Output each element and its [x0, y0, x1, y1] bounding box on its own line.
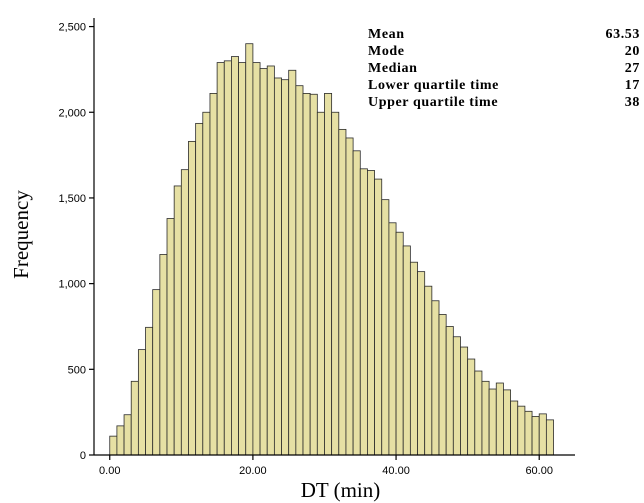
histogram-bar: [152, 289, 161, 456]
histogram-bar: [331, 111, 340, 456]
histogram-bar: [188, 140, 197, 456]
stat-value: 63.53: [606, 27, 641, 42]
histogram-bar: [202, 111, 211, 456]
y-tick-label: 0: [80, 450, 86, 462]
histogram-bar: [216, 62, 225, 456]
histogram-bars: [109, 43, 554, 456]
histogram-bar: [238, 62, 247, 456]
histogram-bar: [352, 150, 361, 456]
x-axis-title: DT (min): [301, 478, 381, 502]
histogram-bar: [288, 69, 297, 456]
stat-value: 38: [625, 95, 640, 110]
histogram-bar: [431, 300, 440, 456]
histogram-bar: [195, 122, 204, 456]
histogram-bar: [145, 326, 154, 456]
x-tick-label: 20.00: [239, 465, 267, 477]
x-tick-label: 0.00: [99, 465, 120, 477]
histogram-bar: [488, 388, 497, 456]
histogram-bar: [137, 349, 146, 456]
histogram-bar: [173, 185, 182, 456]
histogram-bar: [273, 77, 282, 456]
histogram-bar: [388, 222, 397, 456]
histogram-bar: [452, 336, 461, 456]
histogram-bar: [245, 43, 254, 456]
histogram-bar: [381, 199, 390, 456]
histogram-bar: [517, 405, 526, 456]
y-axis-title: Frequency: [9, 190, 33, 279]
histogram-bar: [538, 413, 547, 456]
y-tick-label: 1,500: [58, 193, 86, 205]
histogram-bar: [345, 137, 354, 456]
stat-value: 17: [625, 78, 640, 93]
histogram-bar: [460, 346, 469, 456]
histogram-bar: [309, 93, 318, 456]
histogram-bar: [445, 326, 454, 456]
histogram-bar: [281, 79, 290, 456]
x-tick-label: 40.00: [382, 465, 410, 477]
y-axis-ticks: 0 500 1,000 1,500 2,000 2,500: [58, 22, 94, 462]
stat-label: Median: [368, 61, 418, 76]
x-tick-label: 60.00: [525, 465, 553, 477]
histogram-bar: [510, 400, 519, 456]
histogram-bar: [180, 169, 189, 456]
histogram-bar: [166, 218, 175, 456]
histogram-bar: [209, 93, 218, 456]
histogram-bar: [367, 170, 375, 456]
histogram-bar: [524, 410, 533, 456]
histogram-bar: [123, 414, 132, 456]
stat-value: 20: [625, 44, 640, 59]
histogram-bar: [467, 358, 476, 456]
histogram-bar: [402, 245, 411, 456]
stat-value: 27: [625, 61, 640, 76]
histogram-bar: [481, 380, 490, 456]
histogram-bar: [130, 380, 139, 456]
histogram-bar: [324, 93, 333, 456]
stat-label: Lower quartile time: [368, 78, 499, 93]
stat-label: Mode: [368, 44, 405, 59]
histogram-bar: [223, 60, 232, 456]
histogram-bar: [159, 254, 168, 456]
histogram-bar: [417, 271, 426, 456]
stat-label: Mean: [368, 27, 405, 42]
histogram-bar: [531, 416, 540, 456]
y-tick-label: 1,000: [58, 279, 86, 291]
histogram-bar: [503, 389, 511, 456]
histogram-bar: [266, 65, 275, 456]
histogram-bar: [116, 425, 125, 456]
x-axis-ticks: 0.00 20.00 40.00 60.00: [99, 455, 553, 477]
histogram-bar: [438, 314, 447, 456]
summary-statistics: Mean 63.53 Mode 20 Median 27 Lower quartile ti…: [368, 27, 641, 110]
histogram-bar: [424, 285, 433, 456]
histogram-bar: [359, 168, 368, 456]
histogram-bar: [302, 93, 311, 456]
histogram-bar: [545, 419, 554, 456]
histogram-bar: [316, 111, 325, 456]
histogram-bar: [259, 68, 268, 456]
y-tick-label: 2,000: [58, 107, 86, 119]
stat-label: Upper quartile time: [368, 95, 498, 110]
y-tick-label: 500: [68, 364, 86, 376]
histogram-bar: [374, 178, 383, 456]
y-tick-label: 2,500: [58, 22, 86, 34]
histogram-bar: [338, 128, 347, 456]
histogram-bar: [252, 62, 261, 456]
histogram-bar: [474, 370, 483, 456]
histogram-bar: [495, 382, 504, 456]
histogram-bar: [295, 85, 304, 456]
histogram-bar: [109, 435, 118, 456]
histogram-bar: [395, 231, 404, 456]
histogram-bar: [409, 261, 418, 456]
histogram-bar: [231, 56, 239, 456]
